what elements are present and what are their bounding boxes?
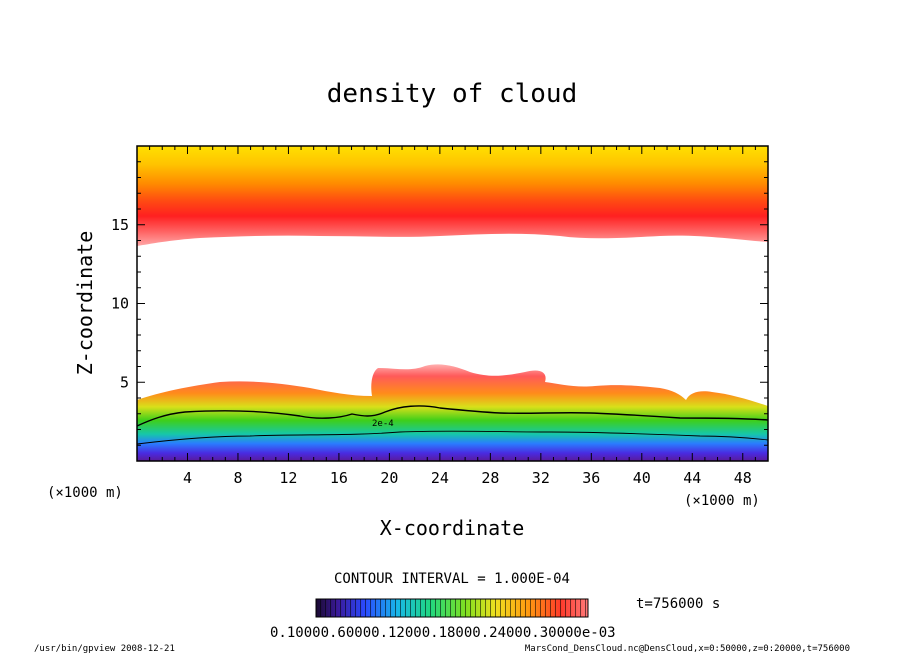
contour-line bbox=[137, 405, 768, 427]
y-axis-label: Z-coordinate bbox=[73, 231, 97, 376]
x-tick-label: 32 bbox=[532, 469, 550, 487]
y-tick-label: 10 bbox=[111, 295, 129, 313]
colorbar-frame bbox=[315, 598, 589, 618]
y-tick-label: 5 bbox=[120, 373, 129, 391]
plot-area: 2e-4 bbox=[137, 146, 768, 461]
contour-line-2 bbox=[137, 430, 768, 445]
time-label: t=756000 s bbox=[636, 596, 720, 612]
contour-label: 2e-4 bbox=[372, 419, 394, 429]
y-tick-label: 15 bbox=[111, 216, 129, 234]
footer-right: MarsCond_DensCloud.nc@DensCloud,x=0:5000… bbox=[525, 644, 850, 654]
colorbar-labels: 0.10000.60000.12000.18000.24000.30000e-0… bbox=[270, 625, 616, 641]
x-unit-label-left: (×1000 m) bbox=[47, 485, 123, 501]
x-tick-label: 28 bbox=[481, 469, 499, 487]
x-tick-label: 40 bbox=[633, 469, 651, 487]
x-tick-label: 44 bbox=[683, 469, 701, 487]
upper-cloud-band bbox=[137, 146, 768, 246]
colorbar-stripes bbox=[316, 599, 588, 617]
x-tick-label: 12 bbox=[279, 469, 297, 487]
x-tick-label: 24 bbox=[431, 469, 449, 487]
chart-title: density of cloud bbox=[327, 79, 577, 109]
x-axis-label: X-coordinate bbox=[380, 516, 525, 540]
x-unit-label-right: (×1000 m) bbox=[684, 493, 760, 509]
lower-cloud-band bbox=[137, 364, 768, 461]
x-tick-label: 8 bbox=[233, 469, 242, 487]
footer-left: /usr/bin/gpview 2008-12-21 bbox=[34, 644, 175, 654]
x-tick-label: 48 bbox=[734, 469, 752, 487]
x-tick-label: 36 bbox=[582, 469, 600, 487]
x-tick-label: 4 bbox=[183, 469, 192, 487]
x-tick-label: 16 bbox=[330, 469, 348, 487]
contour-interval: CONTOUR INTERVAL = 1.000E-04 bbox=[334, 571, 570, 587]
x-tick-label: 20 bbox=[380, 469, 398, 487]
